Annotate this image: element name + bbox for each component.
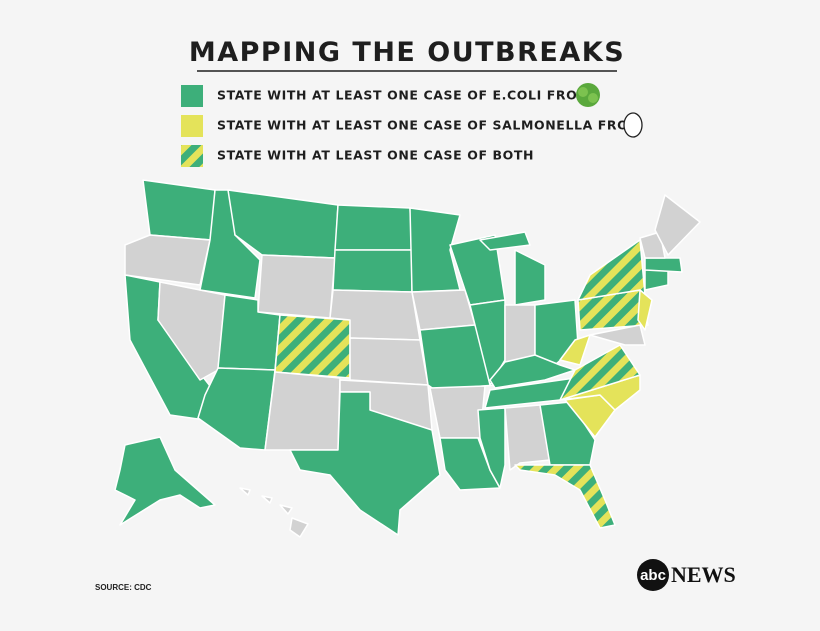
legend-swatch (181, 85, 203, 107)
state (157, 281, 226, 381)
state (279, 504, 293, 515)
state (142, 179, 216, 241)
legend-label: STATE WITH AT LEAST ONE CASE OF SALMONEL… (217, 118, 641, 133)
logo-circle (637, 559, 669, 591)
state (559, 344, 641, 401)
state (489, 354, 576, 389)
state (589, 324, 646, 346)
lettuce-icon (576, 83, 600, 107)
state (239, 487, 251, 496)
state (257, 254, 336, 319)
state (114, 436, 216, 526)
legend-swatch (181, 115, 203, 137)
legend-label: STATE WITH AT LEAST ONE CASE OF E.COLI F… (217, 88, 590, 103)
state (429, 385, 486, 439)
state (274, 314, 351, 379)
state (514, 464, 616, 529)
state (654, 194, 701, 256)
legend-label: STATE WITH AT LEAST ONE CASE OF BOTH (217, 148, 534, 163)
us-map (114, 179, 701, 538)
egg-icon (623, 112, 643, 138)
state (539, 401, 596, 466)
state (289, 517, 309, 538)
state (411, 289, 476, 331)
state (261, 495, 273, 504)
state (514, 249, 546, 306)
state (334, 204, 413, 251)
state (644, 257, 683, 273)
state (332, 249, 413, 293)
title: MAPPING THE OUTBREAKS (189, 37, 625, 68)
logo-mark: abc (640, 567, 666, 584)
state (504, 404, 551, 471)
state (264, 371, 341, 451)
state (479, 231, 531, 251)
source: SOURCE: CDC (95, 583, 152, 592)
legend-swatch (181, 145, 203, 167)
state (289, 391, 441, 536)
state (504, 304, 536, 363)
state (349, 337, 429, 386)
logo-text: NEWS (671, 562, 736, 587)
state (409, 207, 461, 293)
state (637, 289, 653, 331)
